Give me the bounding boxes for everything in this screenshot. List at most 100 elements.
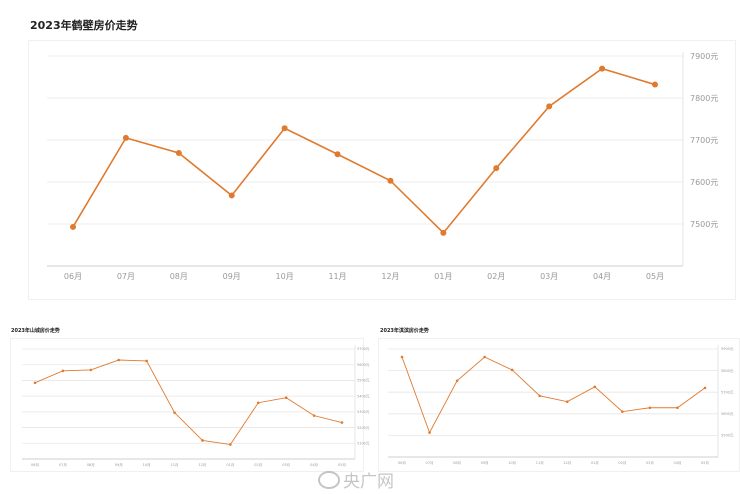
qibin-xtick-label: 11月 [536, 460, 544, 465]
main-chart-panel [28, 40, 736, 300]
shancheng-xtick-label: 04月 [310, 462, 318, 467]
qibin-data-point [676, 406, 679, 410]
shancheng-xtick-label: 09月 [115, 462, 123, 467]
main-ytick-label: 7800元 [690, 94, 718, 103]
shancheng-xtick-label: 08月 [87, 462, 95, 467]
main-xtick-label: 11月 [328, 272, 346, 281]
main-xtick-label: 03月 [540, 272, 558, 281]
shancheng-xtick-label: 12月 [198, 462, 206, 467]
shancheng-data-point [312, 414, 316, 417]
watermark: 央广网 [318, 467, 394, 492]
main-data-point [599, 65, 606, 72]
qibin-chart-panel [378, 338, 740, 472]
shancheng-ytick-label: 5600元 [357, 363, 370, 367]
shancheng-xtick-label: 02月 [254, 462, 262, 467]
qibin-xtick-label: 09月 [481, 460, 489, 465]
qibin-xtick-label: 04月 [673, 460, 681, 465]
qibin-data-point [648, 406, 652, 410]
main-xtick-label: 10月 [276, 272, 294, 281]
shancheng-xtick-label: 07月 [59, 462, 67, 467]
main-series-line [72, 67, 656, 235]
main-xtick-label: 05月 [646, 272, 664, 281]
main-xtick-label: 01月 [434, 272, 452, 281]
qibin-data-point [400, 355, 404, 359]
main-data-point [387, 177, 394, 184]
shancheng-ytick-label: 5200元 [357, 426, 370, 430]
qibin-data-point [593, 385, 597, 389]
shancheng-data-point [33, 381, 37, 385]
main-ytick-label: 7900元 [690, 52, 718, 61]
watermark-text: 央广网 [343, 472, 394, 492]
shancheng-data-point [256, 401, 260, 405]
qibin-ytick-label: 5700元 [721, 390, 734, 394]
main-data-point [70, 223, 76, 230]
qibin-data-point [428, 431, 431, 434]
main-data-point [493, 165, 500, 172]
shancheng-ytick-label: 5400元 [357, 394, 370, 398]
qibin-xtick-label: 08月 [453, 460, 461, 465]
main-ytick-label: 7600元 [690, 178, 718, 187]
main-data-point [281, 125, 288, 132]
qibin-xtick-label: 12月 [563, 460, 571, 465]
main-xtick-label: 09月 [223, 272, 241, 281]
qibin-xtick-label: 07月 [426, 460, 434, 465]
qibin-chart-title: 2023年淇滨房价走势 [380, 328, 429, 334]
qibin-xtick-label: 10月 [508, 460, 516, 465]
shancheng-xtick-label: 11月 [171, 462, 179, 467]
weibo-logo-icon [318, 470, 340, 489]
shancheng-xtick-label: 06月 [31, 462, 39, 467]
shancheng-data-point [284, 396, 288, 400]
main-data-point [652, 81, 658, 88]
main-ytick-label: 7700元 [690, 136, 718, 145]
shancheng-chart-title: 2023年山城房价走势 [11, 328, 60, 334]
shancheng-chart-panel [10, 338, 364, 472]
qibin-xtick-label: 02月 [618, 460, 626, 465]
qibin-data-point [565, 400, 569, 404]
qibin-xtick-label: 01月 [591, 460, 599, 465]
qibin-data-point [538, 394, 542, 398]
qibin-data-point [455, 379, 459, 383]
shancheng-data-point [145, 359, 148, 363]
shancheng-xtick-label: 05月 [338, 462, 346, 467]
qibin-ytick-label: 5800元 [721, 369, 734, 373]
shancheng-xtick-label: 03月 [282, 462, 290, 467]
shancheng-ytick-label: 5300元 [357, 410, 370, 414]
qibin-data-point [621, 410, 624, 413]
main-data-point [546, 103, 553, 110]
qibin-ytick-label: 5500元 [721, 434, 734, 438]
main-xtick-label: 02月 [487, 272, 505, 281]
shancheng-data-point [117, 358, 121, 362]
shancheng-data-point [61, 369, 65, 373]
qibin-xtick-label: 03月 [646, 460, 654, 465]
shancheng-ytick-label: 5100元 [357, 442, 370, 446]
qibin-ytick-label: 5600元 [721, 412, 734, 416]
main-data-point [334, 151, 341, 158]
qibin-series-line [401, 356, 706, 434]
main-data-point [440, 229, 447, 236]
qibin-data-point [703, 386, 707, 390]
shancheng-data-point [89, 368, 93, 372]
qibin-xtick-label: 05月 [701, 460, 709, 465]
shancheng-data-point [340, 421, 344, 424]
qibin-ytick-label: 5900元 [721, 347, 734, 351]
main-xtick-label: 04月 [593, 272, 611, 281]
qibin-data-point [483, 355, 486, 359]
main-xtick-label: 07月 [117, 272, 135, 281]
main-xtick-label: 06月 [64, 272, 82, 281]
shancheng-data-point [173, 411, 176, 414]
shancheng-series-line [34, 359, 343, 446]
qibin-data-point [510, 368, 514, 372]
main-chart-title: 2023年鹤壁房价走势 [30, 19, 138, 32]
shancheng-ytick-label: 5700元 [357, 347, 370, 351]
main-data-point [122, 134, 129, 141]
shancheng-xtick-label: 01月 [226, 462, 234, 467]
main-xtick-label: 08月 [170, 272, 188, 281]
shancheng-xtick-label: 10月 [143, 462, 151, 467]
main-data-point [228, 192, 235, 199]
shancheng-ytick-label: 5500元 [357, 379, 370, 383]
main-data-point [175, 150, 182, 157]
qibin-xtick-label: 06月 [398, 460, 406, 465]
shancheng-data-point [201, 439, 204, 442]
shancheng-data-point [229, 443, 232, 446]
